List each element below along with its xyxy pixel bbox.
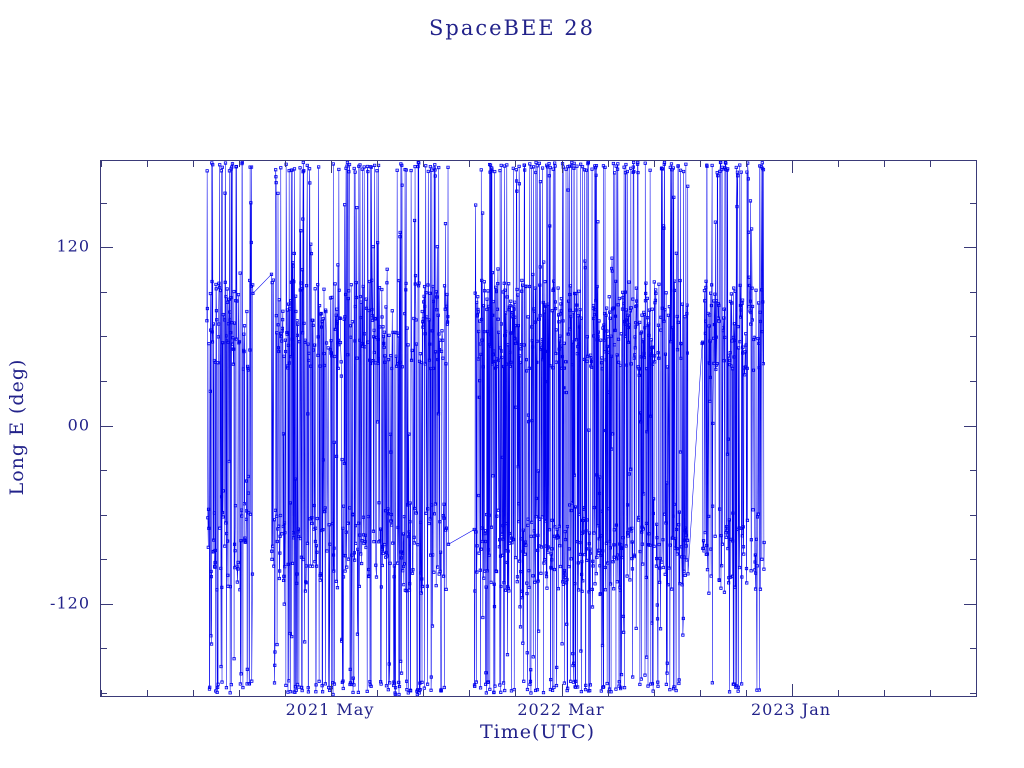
- plot-area: [100, 160, 977, 697]
- y-tick-label: 120: [56, 236, 90, 256]
- x-tick-label: 2022 Mar: [517, 700, 605, 719]
- chart-canvas: [101, 161, 976, 696]
- y-tick-label: -120: [50, 593, 90, 613]
- chart-title: SpaceBEE 28: [428, 16, 596, 40]
- x-axis-label: Time(UTC): [479, 721, 596, 743]
- y-tick-label: 00: [67, 415, 90, 435]
- x-tick-label: 2023 Jan: [750, 700, 832, 719]
- x-tick-label: 2021 May: [285, 700, 375, 719]
